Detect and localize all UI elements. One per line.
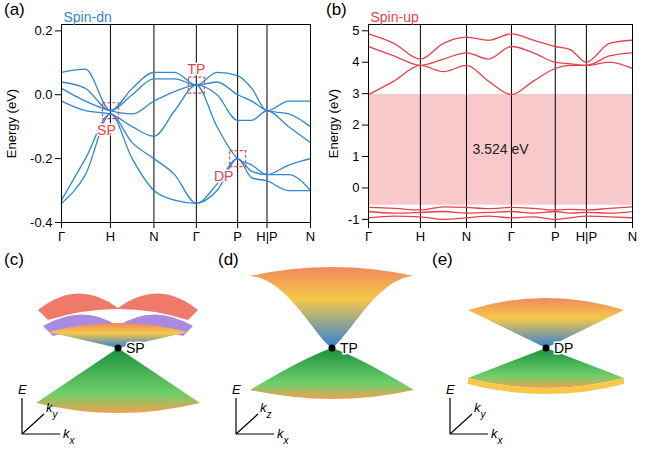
svg-text:P: P [233, 229, 242, 244]
svg-text:kz: kz [260, 400, 272, 420]
svg-text:TP: TP [187, 61, 205, 77]
svg-text:Spin-up: Spin-up [371, 9, 419, 25]
svg-text:Γ: Γ [508, 229, 515, 244]
svg-text:N: N [628, 229, 637, 244]
svg-text:H|P: H|P [256, 229, 277, 244]
svg-text:E: E [232, 382, 241, 397]
svg-text:(d): (d) [218, 250, 239, 269]
svg-text:Spin-dn: Spin-dn [64, 9, 112, 25]
html-text:(b): (b) [326, 0, 347, 19]
svg-text:E: E [446, 382, 455, 397]
svg-text:N: N [306, 229, 315, 244]
svg-text:SP: SP [126, 340, 145, 356]
svg-text:Γ: Γ [58, 229, 65, 244]
html-text:(a): (a) [4, 0, 25, 19]
svg-text:3: 3 [352, 86, 359, 101]
svg-text:0.2: 0.2 [34, 23, 52, 38]
svg-text:-0.2: -0.2 [30, 151, 52, 166]
svg-text:P: P [551, 229, 560, 244]
svg-text:1: 1 [352, 149, 359, 164]
svg-text:N: N [462, 229, 471, 244]
svg-text:Γ: Γ [365, 229, 372, 244]
svg-text:TP: TP [340, 340, 358, 356]
svg-text:H: H [416, 229, 425, 244]
svg-text:kx: kx [63, 426, 76, 446]
svg-text:Γ: Γ [193, 229, 200, 244]
svg-text:Energy (eV): Energy (eV) [326, 89, 341, 158]
svg-text:0: 0 [352, 180, 359, 195]
svg-text:N: N [149, 229, 158, 244]
svg-text:H: H [106, 229, 115, 244]
svg-text:3.524 eV: 3.524 eV [472, 141, 529, 157]
svg-text:E: E [18, 382, 27, 397]
svg-text:-0.4: -0.4 [30, 215, 52, 230]
svg-text:kx: kx [491, 426, 504, 446]
svg-text:Energy (eV): Energy (eV) [4, 89, 19, 158]
svg-text:2: 2 [352, 117, 359, 132]
svg-text:DP: DP [214, 168, 233, 184]
svg-text:(c): (c) [4, 250, 24, 269]
svg-text:H|P: H|P [576, 229, 597, 244]
svg-text:0.0: 0.0 [34, 87, 52, 102]
svg-text:ky: ky [474, 400, 487, 420]
svg-text:-1: -1 [348, 212, 360, 227]
svg-text:DP: DP [554, 340, 573, 356]
svg-text:4: 4 [352, 54, 359, 69]
svg-text:kx: kx [277, 426, 290, 446]
svg-text:ky: ky [46, 400, 59, 420]
svg-text:5: 5 [352, 23, 359, 38]
svg-text:SP: SP [97, 122, 116, 138]
svg-text:(e): (e) [432, 250, 453, 269]
